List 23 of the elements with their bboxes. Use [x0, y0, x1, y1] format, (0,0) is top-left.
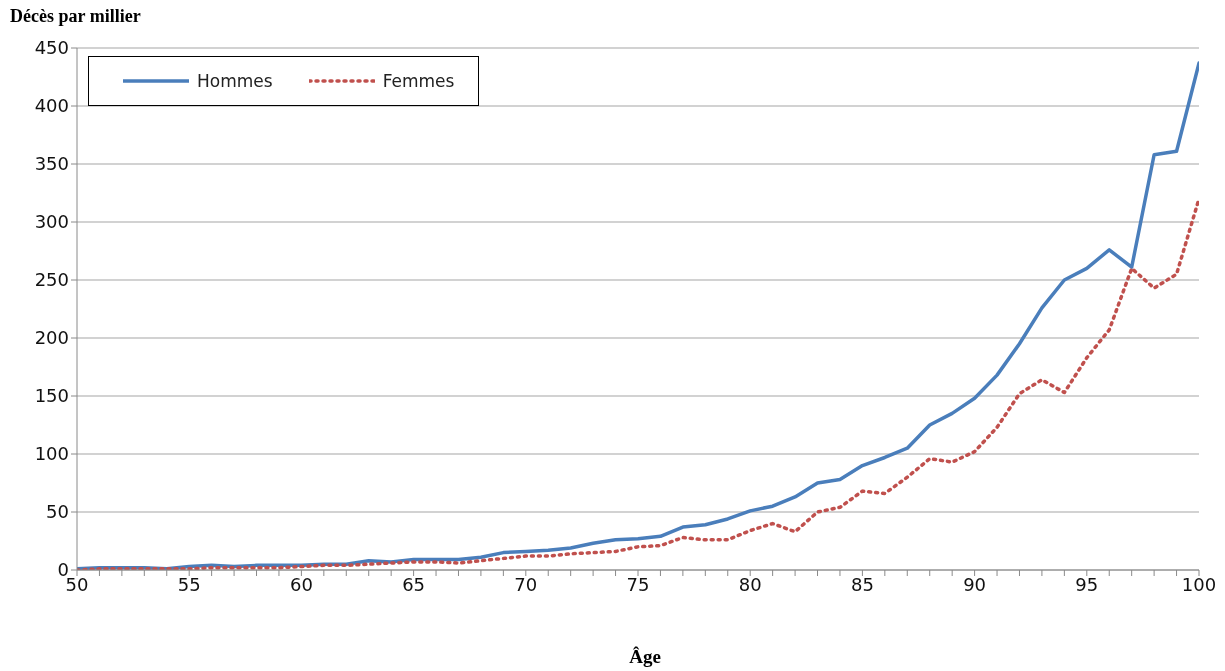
y-tick-label: 400 [34, 95, 69, 117]
y-tick-label: 200 [34, 327, 69, 349]
x-tick-label: 85 [850, 573, 874, 595]
x-tick-label: 80 [738, 573, 762, 595]
chart-title: Décès par millier [10, 6, 141, 27]
x-tick-label: 55 [177, 573, 201, 595]
x-tick-label: 100 [1181, 573, 1217, 595]
legend-label: Femmes [382, 71, 455, 91]
y-tick-label: 250 [34, 269, 69, 291]
x-tick-label: 95 [1075, 573, 1099, 595]
x-tick-label: 90 [963, 573, 987, 595]
y-tick-label: 150 [34, 385, 69, 407]
y-tick-label: 300 [34, 211, 69, 233]
legend-label: Hommes [197, 71, 273, 91]
y-tick-label: 100 [34, 443, 69, 465]
x-tick-label: 65 [402, 573, 426, 595]
x-axis-title: Âge [628, 646, 662, 668]
x-tick-label: 75 [626, 573, 650, 595]
y-tick-label: 450 [34, 37, 69, 59]
y-tick-label: 350 [34, 153, 69, 175]
x-tick-label: 70 [514, 573, 538, 595]
x-tick-label: 60 [289, 573, 313, 595]
y-tick-label: 50 [46, 501, 69, 523]
